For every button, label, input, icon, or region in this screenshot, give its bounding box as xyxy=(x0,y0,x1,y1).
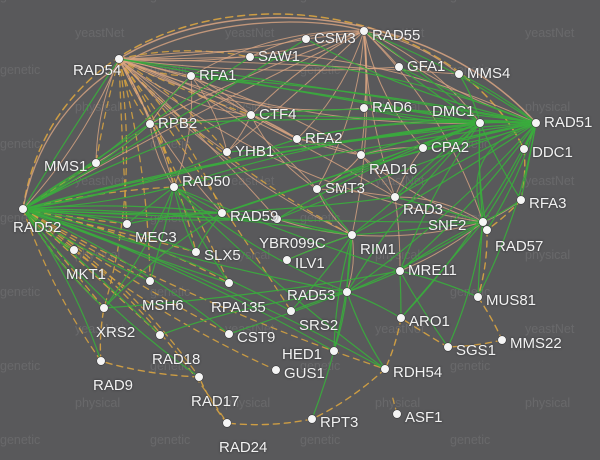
svg-text:genetic: genetic xyxy=(150,285,190,299)
svg-text:genetic: genetic xyxy=(0,63,40,77)
svg-text:genetic: genetic xyxy=(0,285,40,299)
svg-text:genetic: genetic xyxy=(0,433,40,447)
svg-text:yeastNet: yeastNet xyxy=(375,26,425,40)
svg-text:genetic: genetic xyxy=(300,359,340,373)
svg-text:genetic: genetic xyxy=(300,0,340,3)
svg-text:physical: physical xyxy=(525,248,570,262)
svg-text:physical: physical xyxy=(525,100,570,114)
svg-text:physical: physical xyxy=(75,100,120,114)
svg-text:yeastNet: yeastNet xyxy=(75,26,125,40)
svg-text:genetic: genetic xyxy=(0,137,40,151)
svg-text:genetic: genetic xyxy=(0,0,40,3)
svg-text:genetic: genetic xyxy=(150,0,190,3)
svg-text:yeastNet: yeastNet xyxy=(525,26,575,40)
svg-text:yeastNet: yeastNet xyxy=(75,322,125,336)
svg-text:genetic: genetic xyxy=(300,433,340,447)
svg-text:genetic: genetic xyxy=(450,0,490,3)
svg-text:yeastNet: yeastNet xyxy=(225,26,275,40)
svg-text:genetic: genetic xyxy=(0,359,40,373)
svg-text:yeastNet: yeastNet xyxy=(525,322,575,336)
svg-text:genetic: genetic xyxy=(450,433,490,447)
svg-text:physical: physical xyxy=(375,396,420,410)
svg-text:physical: physical xyxy=(75,396,120,410)
svg-text:physical: physical xyxy=(225,396,270,410)
svg-text:genetic: genetic xyxy=(450,359,490,373)
svg-text:physical: physical xyxy=(525,396,570,410)
svg-text:genetic: genetic xyxy=(150,433,190,447)
svg-text:yeastNet: yeastNet xyxy=(525,174,575,188)
